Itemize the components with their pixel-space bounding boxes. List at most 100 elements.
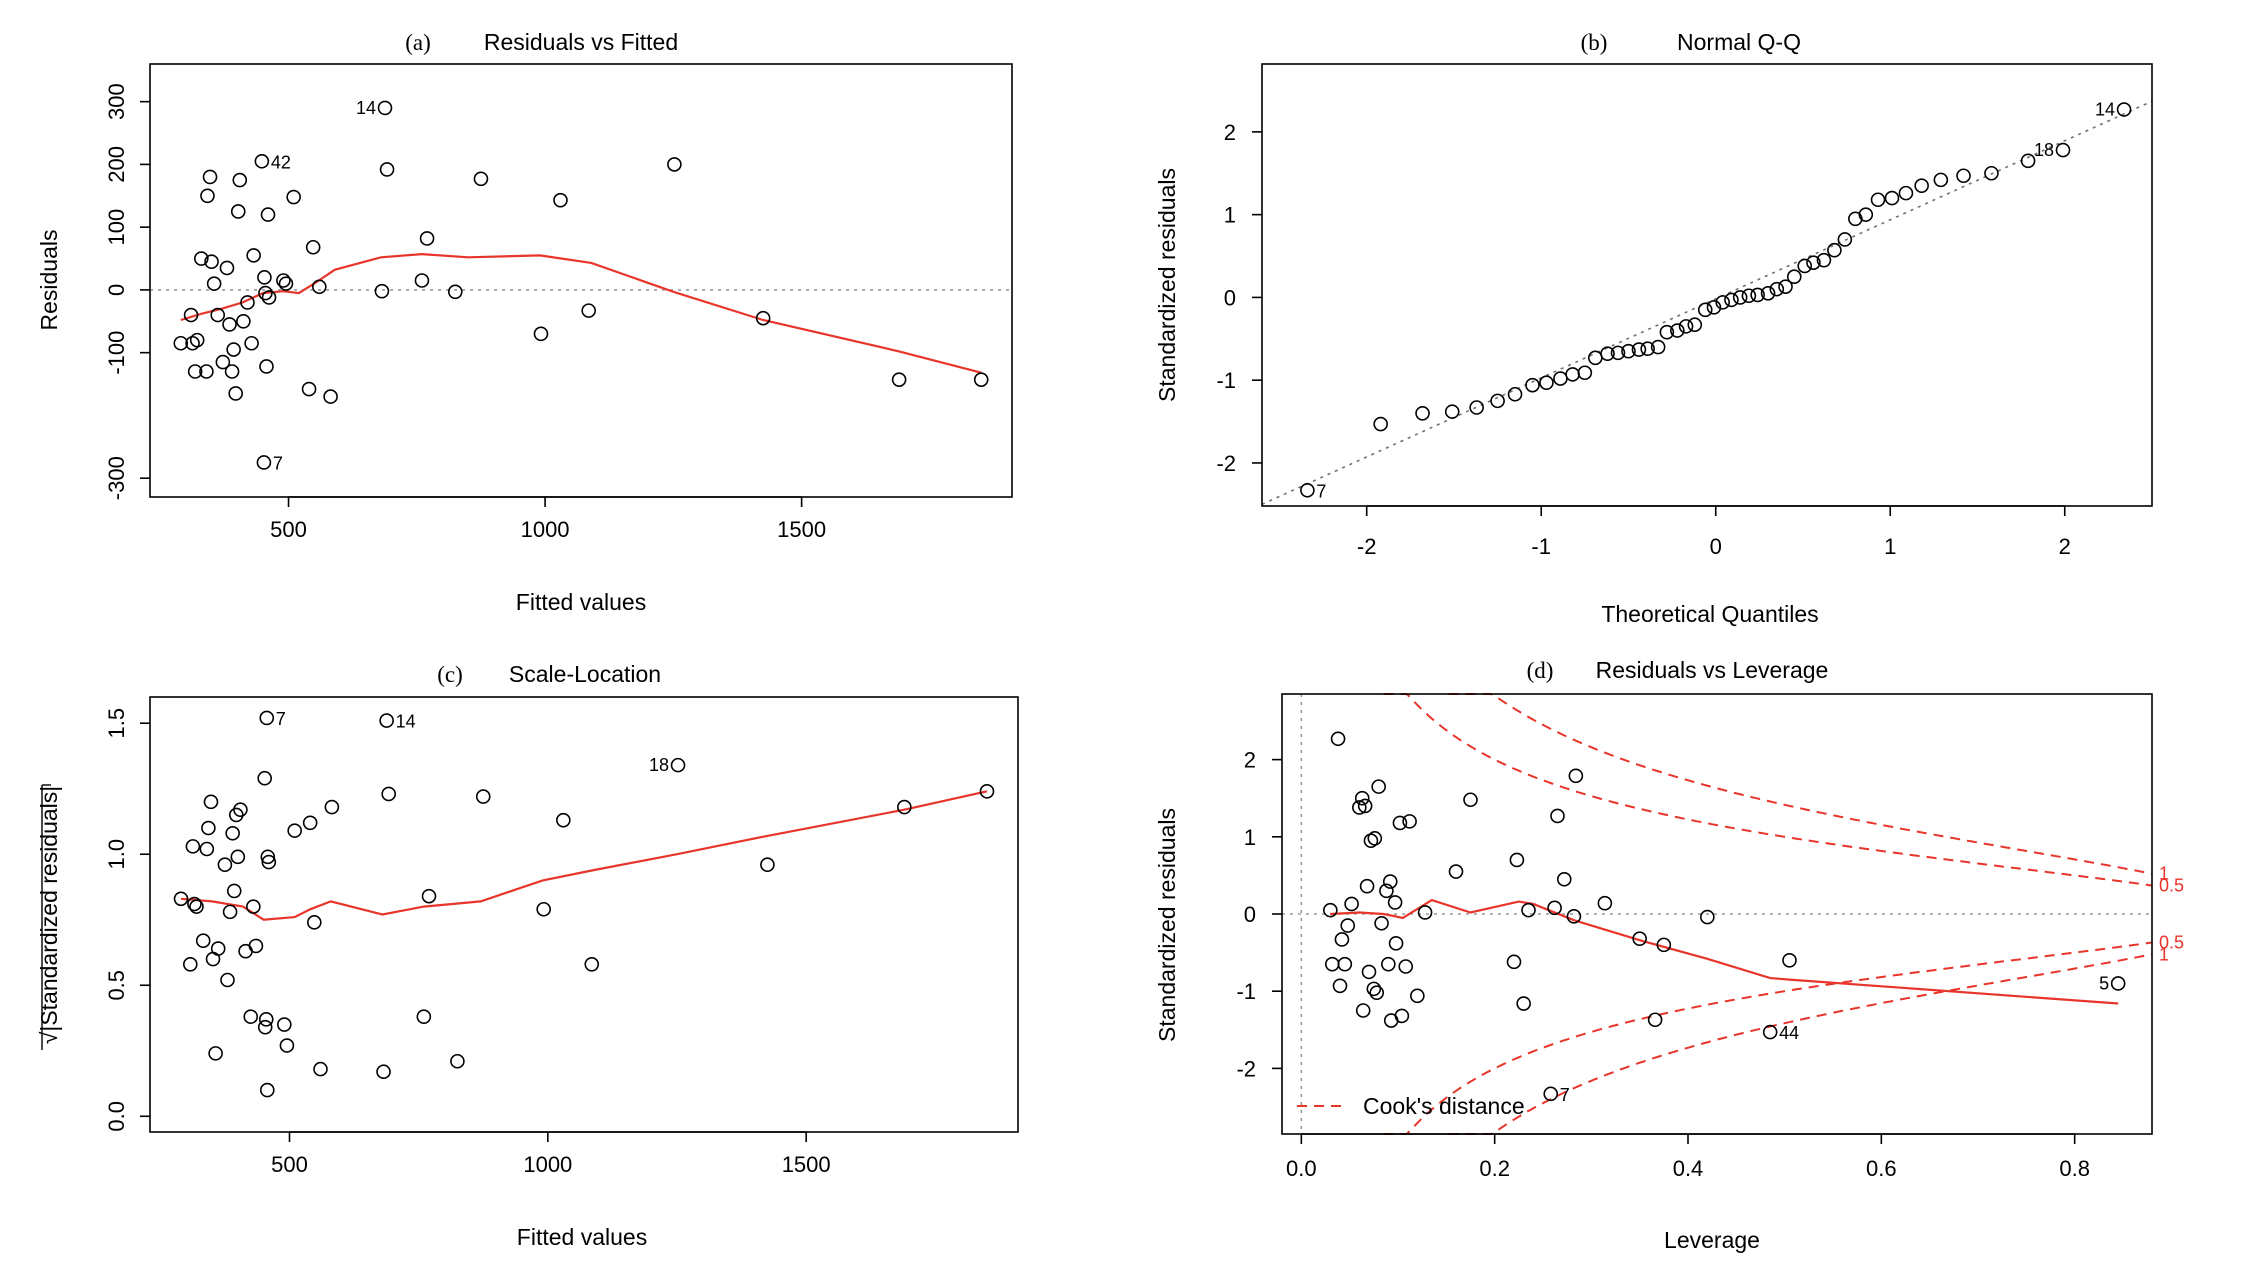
panel-c-label: (c)	[437, 662, 463, 687]
panel-d-point	[1387, 895, 1403, 910]
panel-c-point	[324, 799, 340, 815]
panel-c-point	[199, 841, 215, 857]
panel-d-point	[1340, 918, 1356, 933]
panel-d-x-tick-label: 0.4	[1673, 1156, 1704, 1181]
panel-d-point	[1323, 902, 1338, 918]
panel-d-y-axis: -2 -1 0 1 2	[1236, 748, 1282, 1081]
panel-c-point	[187, 896, 202, 912]
panel-c-point	[230, 849, 246, 865]
panel-a-smooth-layer	[180, 252, 982, 374]
panel-b-point	[1806, 255, 1821, 270]
panel-b-point	[1732, 290, 1748, 305]
panel-b-plot-frame	[1261, 63, 2153, 507]
panel-b-point	[1553, 371, 1568, 386]
panel-d-point	[1334, 932, 1350, 947]
panel-a-x-tick-label: 1000	[521, 517, 570, 542]
panel-c-point	[897, 799, 912, 815]
panel-b-point	[1600, 346, 1615, 362]
panel-d-smooth-layer	[1330, 898, 2119, 1005]
panel-d-point	[1568, 768, 1584, 784]
panel-c-point	[260, 849, 276, 865]
panel-d-point	[1394, 1008, 1410, 1024]
panel-a-point	[240, 295, 255, 310]
panel-residuals-vs-fitted: (a) Residuals vs Fitted Fitted values Re…	[36, 29, 1013, 615]
panel-b-point	[1678, 319, 1694, 334]
panel-d-y-tick-label: 1	[1244, 825, 1256, 850]
panel-c-point	[257, 1019, 273, 1035]
panel-d-point	[1367, 831, 1383, 846]
panel-a-y-tick-label: 0	[104, 284, 129, 296]
panel-c-point	[259, 1082, 275, 1098]
panel-d-point	[1366, 981, 1382, 997]
panel-c-y-tick-label: 0.0	[104, 1101, 129, 1132]
panel-c-annotation-layer: 7 14 18	[276, 709, 669, 775]
panel-c-point	[246, 899, 261, 914]
panel-a-point	[377, 100, 393, 116]
panel-d-point-label: 5	[2099, 973, 2109, 993]
panel-b-point	[1670, 323, 1685, 338]
panel-c-point	[302, 815, 318, 831]
cook-legend: Cook's distance	[1297, 1093, 1525, 1119]
panel-d-point	[1402, 814, 1417, 829]
panel-d-annotation-layer: 5 44 7	[1560, 973, 2109, 1104]
panel-c-point	[233, 802, 248, 817]
panel-b-point-label: 14	[2095, 100, 2115, 120]
panel-b-x-tick-label: -2	[1357, 534, 1377, 559]
panel-d-title: Residuals vs Leverage	[1596, 657, 1829, 683]
panel-a-point-label: 14	[356, 98, 376, 118]
panel-a-y-tick-label: -100	[104, 331, 129, 375]
panel-a-label: (a)	[405, 30, 431, 55]
panel-c-point	[279, 1038, 295, 1053]
panel-c-x-tick-label: 500	[271, 1152, 308, 1177]
panel-b-point	[1898, 185, 1914, 201]
panel-d-point	[1352, 800, 1367, 815]
panel-a-xlabel: Fitted values	[516, 589, 646, 615]
panel-c-point-label: 7	[276, 709, 286, 729]
panel-a-y-axis: -300 -100 0 100 200 300	[104, 83, 150, 500]
panel-d-x-tick-label: 0.0	[1286, 1156, 1317, 1181]
panel-b-y-tick-label: 2	[1224, 120, 1236, 145]
panel-c-point	[306, 915, 322, 930]
panel-a-point	[258, 285, 273, 301]
panel-c-point	[760, 857, 775, 873]
panel-d-point	[1330, 731, 1346, 747]
panel-c-smooth-layer	[180, 790, 988, 921]
panel-c-point	[536, 901, 552, 917]
panel-d-point	[1632, 931, 1647, 947]
panel-d-point	[1363, 833, 1379, 848]
panel-d-point	[1410, 988, 1425, 1004]
panel-c-x-tick-label: 1000	[523, 1152, 572, 1177]
panel-b-point	[1837, 232, 1853, 247]
panel-b-point	[2020, 153, 2036, 169]
cook-legend-label: Cook's distance	[1363, 1093, 1525, 1119]
panel-b-ylabel: Standardized residuals	[1154, 168, 1180, 402]
panel-a-point	[259, 359, 274, 374]
panel-a-point	[173, 335, 189, 351]
panel-a-point	[183, 307, 199, 323]
panel-d-point	[1361, 964, 1377, 980]
panel-b-point	[1469, 400, 1484, 415]
panel-a-point	[312, 279, 327, 295]
panel-b-point	[1539, 375, 1554, 390]
panel-d-point	[1417, 905, 1433, 920]
panel-b-point	[1750, 287, 1765, 303]
panel-b-point	[1525, 377, 1540, 393]
panel-b-point	[1650, 339, 1666, 355]
panel-d-x-axis: 0.0 0.2 0.4 0.6 0.8	[1286, 1133, 2090, 1181]
panel-a-point	[219, 260, 235, 276]
panel-c-point	[225, 825, 240, 841]
panel-d-cook-contour-label: 0.5	[2159, 933, 2184, 953]
panel-d-point	[1463, 792, 1478, 808]
panel-d-point-label: 44	[1779, 1023, 1799, 1043]
panel-d-point	[1381, 956, 1396, 972]
panel-c-point	[313, 1061, 328, 1077]
panel-c-point	[173, 891, 189, 907]
panel-b-point	[1507, 386, 1523, 402]
panel-b-point	[1490, 393, 1505, 409]
panel-c-point	[201, 820, 216, 836]
panel-d-point	[1357, 798, 1373, 814]
panel-d-y-tick-label: -2	[1236, 1056, 1256, 1081]
panel-a-point	[226, 342, 241, 357]
panel-a-point	[278, 276, 294, 291]
